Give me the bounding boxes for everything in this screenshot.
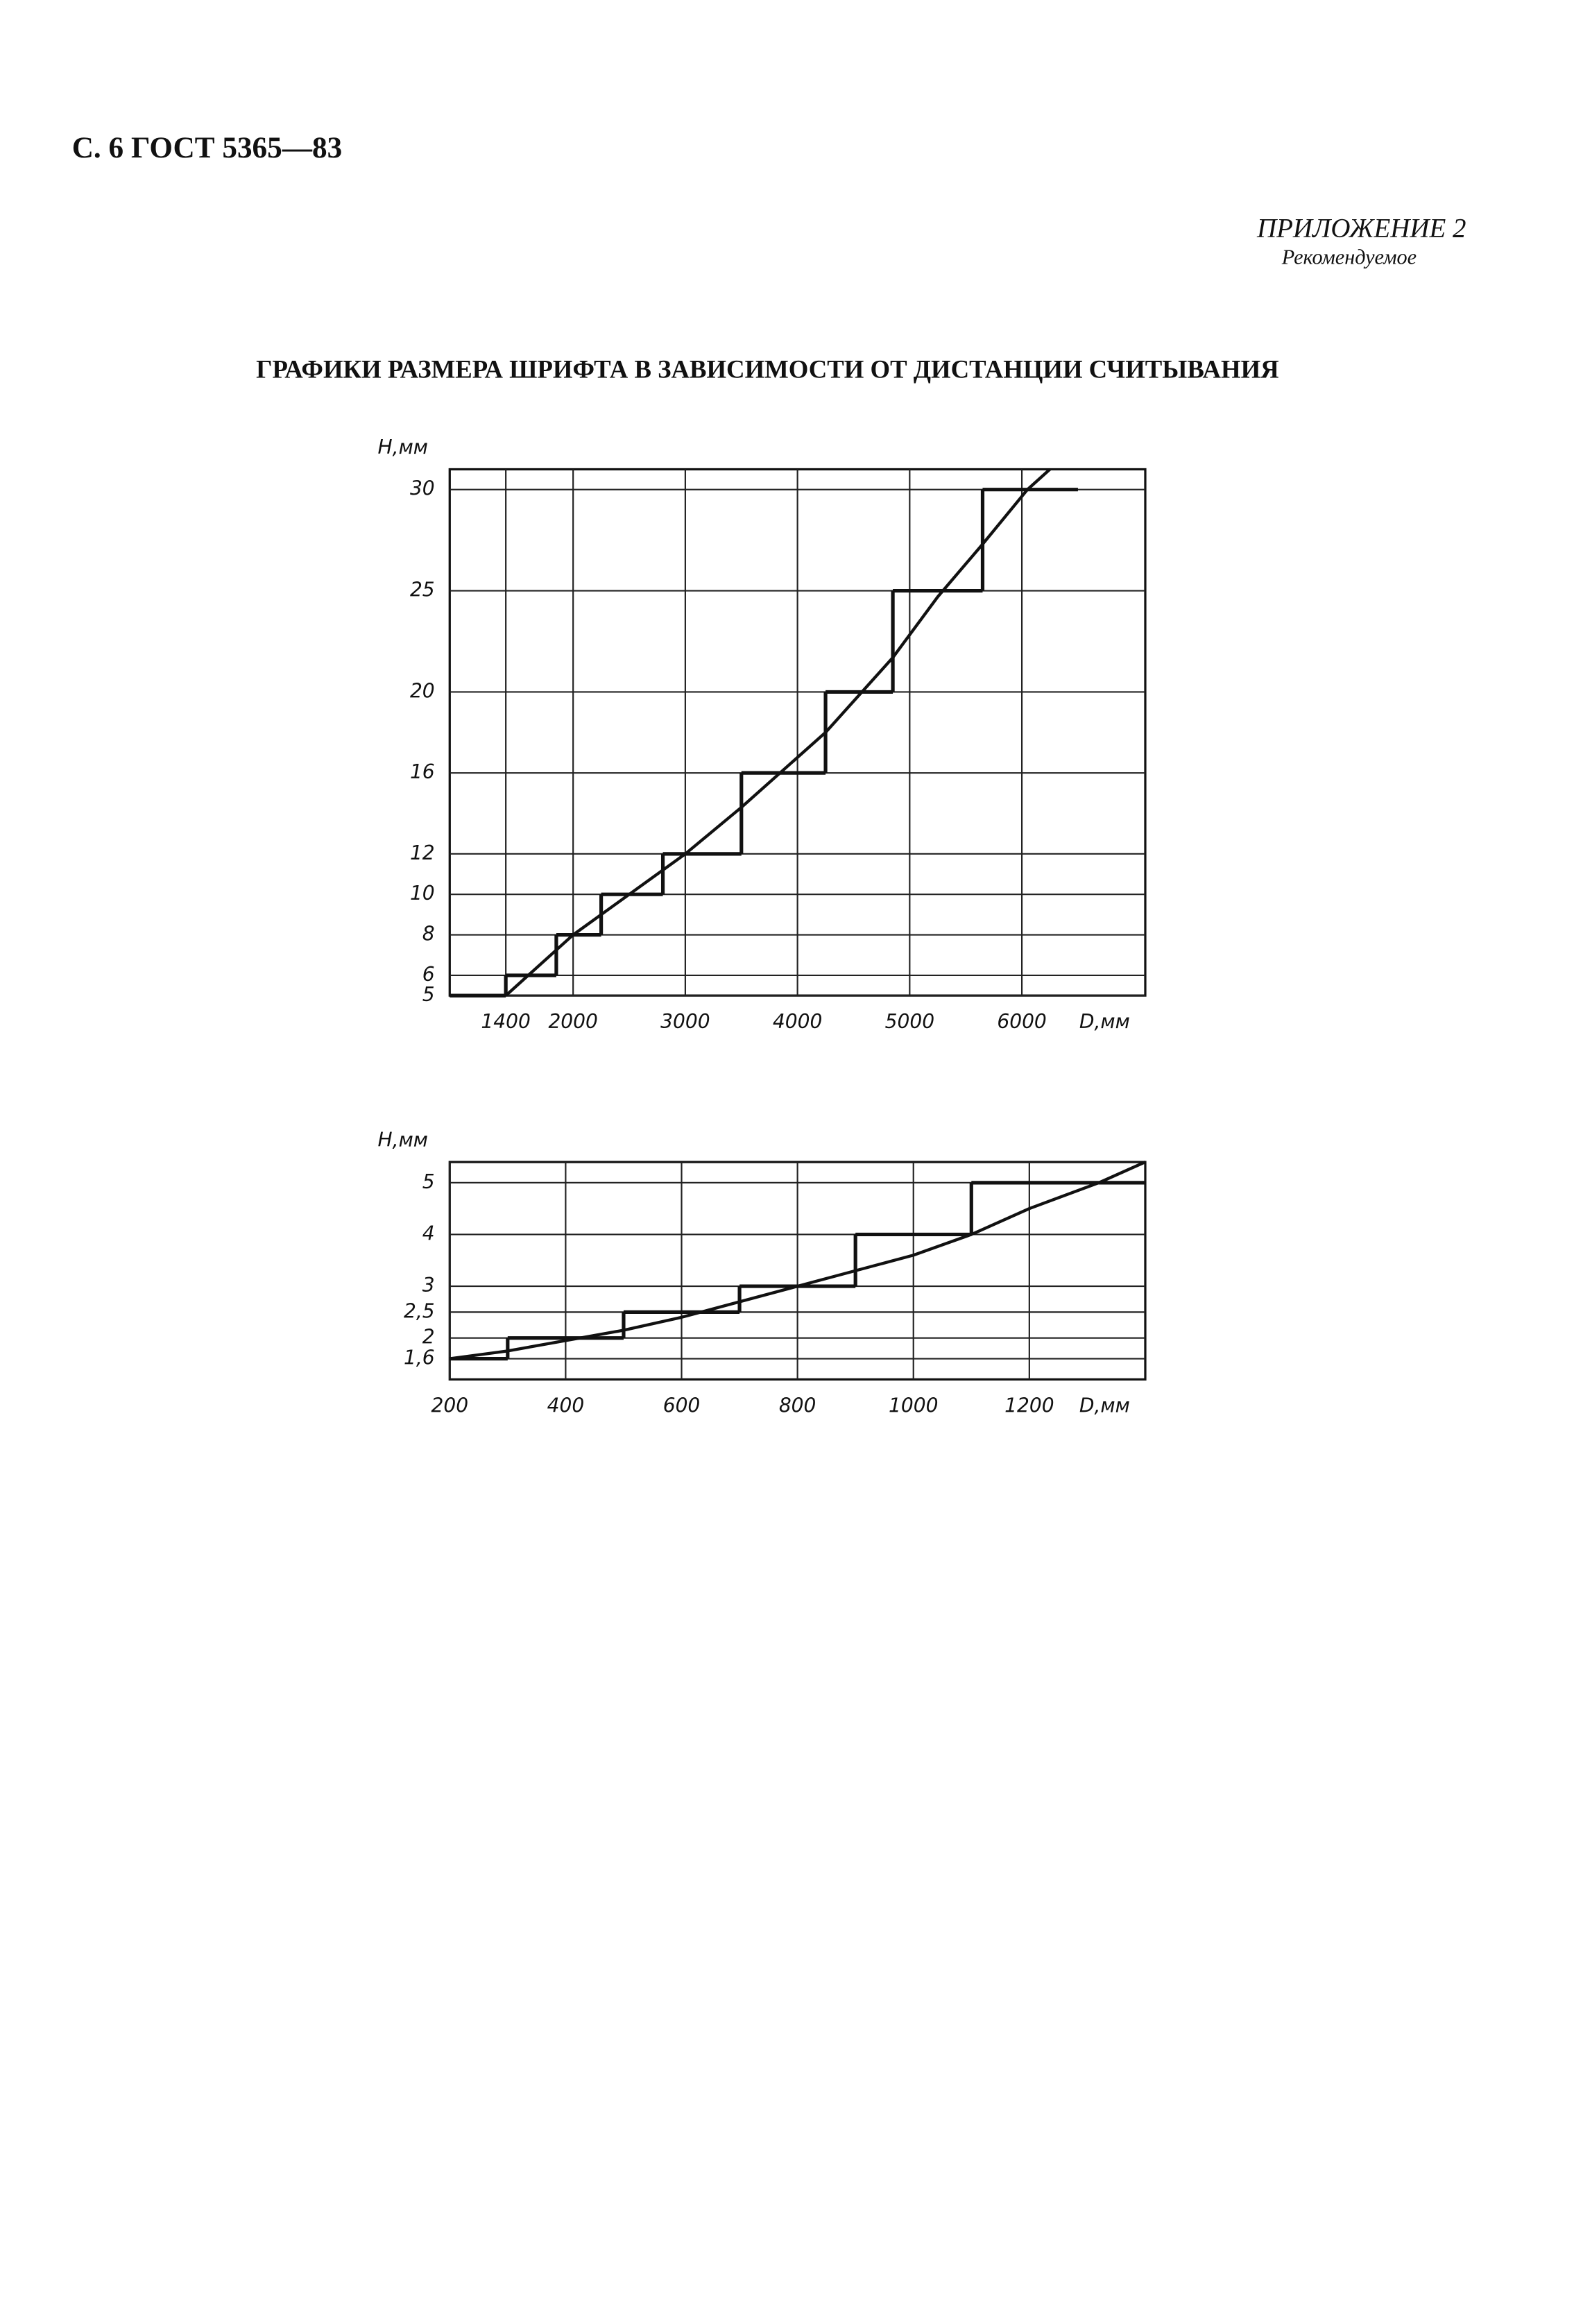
x-tick-label: 1400	[481, 1010, 530, 1033]
y-axis-label: H,мм	[378, 1129, 428, 1152]
y-tick-label: 10	[410, 882, 435, 905]
appendix: ПРИЛОЖЕНИЕ 2	[1256, 213, 1466, 243]
y-axis-label: H,мм	[378, 436, 428, 459]
x-tick-label: 2000	[548, 1010, 597, 1033]
y-tick-label: 25	[410, 579, 435, 601]
y-tick-label: 8	[422, 923, 435, 946]
y-tick-label: 12	[410, 841, 435, 864]
x-axis-label: D,мм	[1079, 1010, 1130, 1033]
page-header: С. 6 ГОСТ 5365—83	[72, 131, 343, 164]
x-tick-label: 200	[431, 1394, 468, 1417]
y-tick-label: 2,5	[404, 1299, 435, 1322]
y-tick-label: 6	[422, 963, 435, 986]
curve	[504, 468, 1051, 997]
y-tick-label: 30	[410, 477, 435, 500]
appendix-status: Рекомендуемое	[1281, 245, 1417, 268]
y-tick-label: 5	[422, 983, 435, 1006]
x-tick-label: 5000	[885, 1010, 934, 1033]
x-tick-label: 3000	[660, 1010, 710, 1033]
y-tick-label: 3	[422, 1274, 435, 1297]
y-tick-label: 20	[410, 679, 435, 702]
x-tick-label: 6000	[997, 1010, 1046, 1033]
x-tick-label: 1000	[889, 1394, 938, 1417]
page-title: ГРАФИКИ РАЗМЕРА ШРИФТА В ЗАВИСИМОСТИ ОТ …	[256, 355, 1279, 384]
x-tick-label: 1200	[1004, 1394, 1054, 1417]
y-tick-label: 2	[422, 1326, 435, 1349]
x-tick-label: 600	[663, 1394, 701, 1417]
curve	[449, 1161, 1146, 1360]
x-axis-label: D,мм	[1079, 1394, 1130, 1417]
x-tick-label: 4000	[773, 1010, 822, 1033]
x-tick-label: 800	[779, 1394, 816, 1417]
y-tick-label: 1,6	[404, 1347, 435, 1369]
y-tick-label: 5	[422, 1170, 435, 1193]
y-tick-label: 16	[410, 760, 435, 783]
x-tick-label: 400	[547, 1394, 585, 1417]
y-tick-label: 4	[422, 1222, 435, 1245]
